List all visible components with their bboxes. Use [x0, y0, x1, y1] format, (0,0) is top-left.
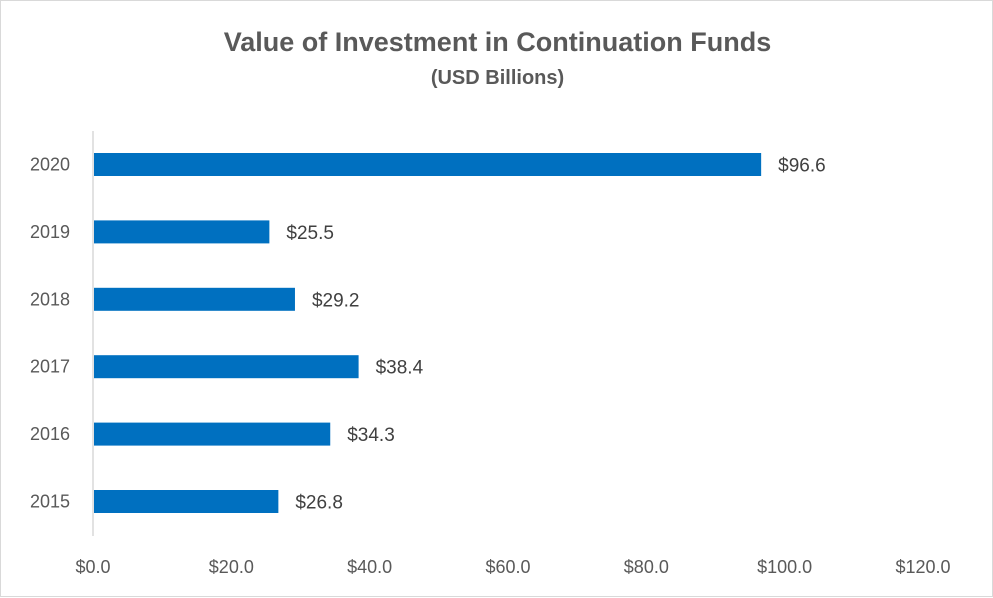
- y-tick-label-2019: 2019: [30, 222, 70, 242]
- x-tick-label-60: $60.0: [485, 557, 530, 577]
- y-tick-label-2020: 2020: [30, 155, 70, 175]
- chart-subtitle: (USD Billions): [430, 67, 565, 89]
- x-tick-label-20: $20.0: [209, 557, 254, 577]
- bar-2019: [94, 220, 270, 244]
- bar-2018: [94, 287, 295, 311]
- data-label-2020: $96.6: [778, 156, 826, 177]
- x-tick-label-120: $120.0: [895, 557, 950, 577]
- x-tick-label-0: $0.0: [75, 557, 110, 577]
- bar-2015: [94, 490, 279, 513]
- data-label-2015: $26.8: [295, 493, 343, 514]
- bars-group: [94, 153, 762, 513]
- bar-2020: [94, 153, 762, 176]
- data-label-2017: $38.4: [376, 358, 424, 379]
- data-labels-group: $96.6 $25.5 $29.2 $38.4 $34.3 $26.8: [286, 156, 825, 514]
- y-tick-label-2015: 2015: [30, 492, 70, 512]
- x-tick-label-80: $80.0: [624, 557, 669, 577]
- x-axis-labels-group: $0.0 $20.0 $40.0 $60.0 $80.0 $100.0 $120.0: [75, 557, 950, 577]
- chart-title: Value of Investment in Continuation Fund…: [223, 27, 772, 57]
- y-tick-label-2016: 2016: [30, 424, 70, 444]
- y-axis-labels-group: 2020 2019 2018 2017 2016 2015: [30, 155, 70, 512]
- data-label-2019: $25.5: [286, 223, 334, 244]
- x-tick-label-40: $40.0: [347, 557, 392, 577]
- bar-2017: [94, 355, 359, 379]
- data-label-2018: $29.2: [312, 290, 360, 311]
- bar-2016: [94, 422, 331, 446]
- x-tick-label-100: $100.0: [757, 557, 812, 577]
- y-tick-label-2018: 2018: [30, 289, 70, 309]
- data-label-2016: $34.3: [347, 425, 395, 446]
- y-tick-label-2017: 2017: [30, 357, 70, 377]
